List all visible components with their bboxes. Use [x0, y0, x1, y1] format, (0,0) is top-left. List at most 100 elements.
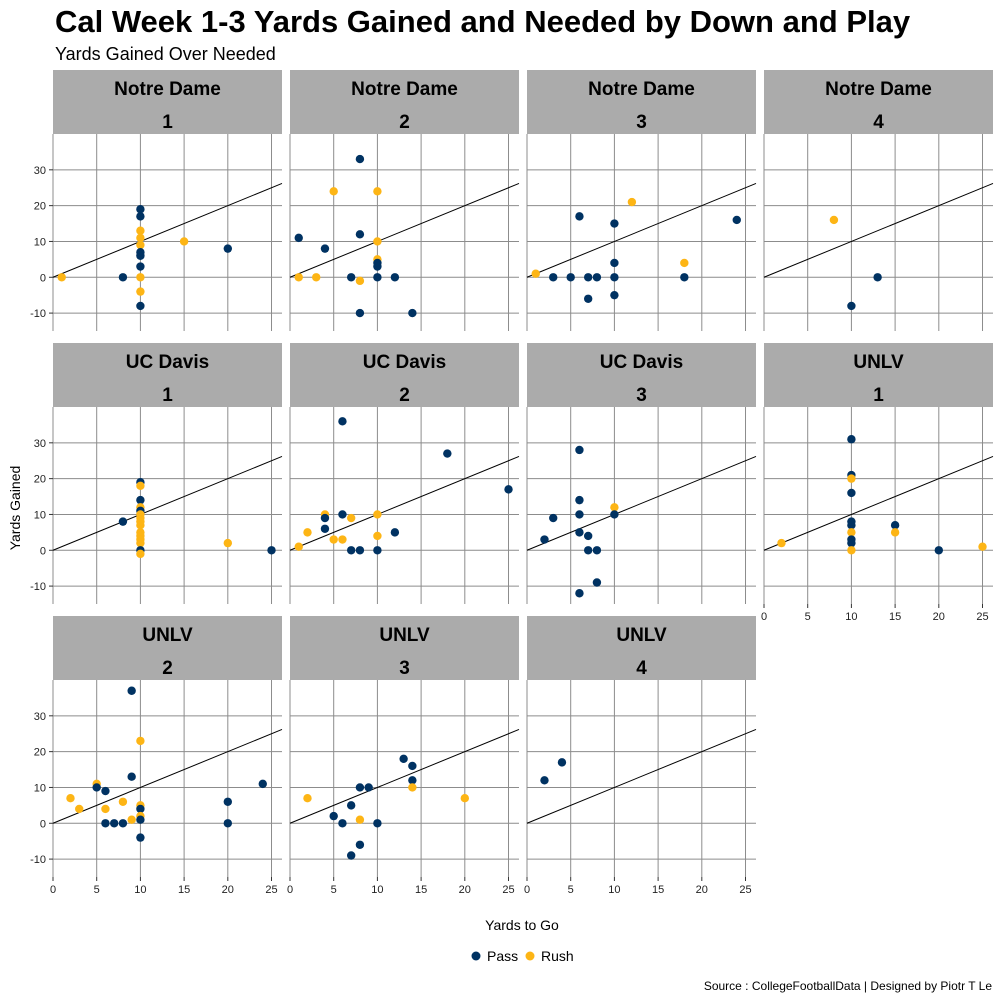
y-tick-label: 10	[34, 782, 46, 794]
y-tick-label: 10	[34, 236, 46, 248]
pass-point	[873, 273, 882, 282]
pass-point	[575, 495, 584, 505]
pass-point	[258, 779, 267, 789]
y-tick-label: -10	[30, 854, 46, 866]
pass-point	[294, 233, 303, 243]
chart-title: Cal Week 1-3 Yards Gained and Needed by …	[55, 4, 911, 39]
pass-point	[373, 262, 382, 271]
x-tick-label: 5	[568, 884, 574, 896]
rush-point	[136, 273, 145, 282]
facet-opponent-label: UC Davis	[363, 352, 446, 373]
pass-point	[610, 290, 619, 300]
pass-point	[540, 535, 549, 544]
rush-point	[136, 233, 145, 243]
pass-point	[408, 761, 417, 771]
pass-point	[847, 488, 856, 498]
x-tick-label: 25	[976, 611, 988, 623]
pass-point	[223, 819, 233, 828]
pass-point	[223, 244, 233, 253]
x-tick-label: 0	[50, 884, 56, 896]
legend-pass-key	[471, 951, 481, 961]
x-tick-label: 20	[222, 884, 234, 896]
facet-strip	[764, 343, 993, 407]
facet-opponent-label: UNLV	[142, 625, 193, 646]
pass-point	[118, 273, 128, 282]
pass-point	[223, 797, 233, 806]
source-caption: Source : CollegeFootballData | Designed …	[703, 979, 992, 993]
x-axis-title: Yards to Go	[485, 917, 559, 933]
pass-point	[408, 776, 417, 785]
rush-point	[329, 187, 338, 196]
facet-panel: UNLV 2 -10 0 10 20 30 0 5 10 15 20 25	[30, 616, 283, 896]
y-tick-label: 0	[40, 545, 46, 557]
facet-strip	[527, 616, 756, 680]
pass-point	[847, 435, 856, 444]
pass-point	[355, 308, 365, 318]
rush-point	[136, 287, 145, 296]
pass-point	[934, 546, 944, 555]
rush-point	[847, 546, 856, 555]
pass-point	[101, 819, 110, 828]
pass-point	[540, 776, 549, 785]
x-tick-label: 10	[371, 884, 383, 896]
pass-point	[566, 273, 575, 282]
rush-point	[223, 538, 233, 548]
facet-down-label: 3	[636, 112, 647, 133]
facet-panel: UC Davis 2	[289, 343, 520, 604]
facet-strip	[53, 616, 282, 680]
y-axis-title: Yards Gained	[7, 466, 23, 551]
pass-point	[346, 801, 356, 810]
facet-opponent-label: Notre Dame	[588, 79, 695, 100]
rush-point	[627, 197, 637, 207]
rush-point	[136, 521, 145, 530]
facet-strip	[290, 616, 519, 680]
x-tick-label: 10	[134, 884, 146, 896]
pass-point	[127, 686, 136, 695]
reference-line	[289, 455, 520, 551]
rush-point	[66, 794, 75, 803]
rush-point	[355, 815, 365, 824]
rush-point	[312, 273, 321, 282]
pass-point	[355, 783, 365, 792]
pass-point	[364, 783, 373, 792]
facet-strip	[527, 343, 756, 407]
facet-down-label: 3	[399, 658, 410, 679]
rush-point	[136, 549, 145, 559]
facet-panel: UC Davis 1 -10 0 10 20 30	[30, 343, 283, 604]
facet-strip	[290, 343, 519, 407]
x-tick-label: 0	[287, 884, 293, 896]
pass-point	[355, 154, 365, 164]
pass-point	[575, 212, 584, 221]
pass-point	[136, 212, 145, 221]
pass-point	[575, 510, 584, 519]
y-tick-label: 30	[34, 438, 46, 450]
x-tick-label: 20	[459, 884, 471, 896]
rush-point	[777, 538, 786, 548]
rush-point	[329, 535, 338, 544]
pass-point	[136, 815, 145, 824]
facet-strip	[527, 70, 756, 134]
rush-point	[57, 273, 66, 282]
x-tick-label: 0	[524, 884, 530, 896]
pass-point	[373, 819, 382, 828]
pass-point	[101, 786, 110, 796]
pass-point	[118, 819, 128, 828]
x-tick-label: 5	[94, 884, 100, 896]
facet-opponent-label: UNLV	[379, 625, 430, 646]
pass-point	[320, 513, 330, 523]
pass-point	[575, 445, 584, 455]
reference-line	[763, 455, 994, 551]
pass-point	[399, 754, 408, 763]
x-tick-label: 15	[415, 884, 427, 896]
pass-point	[346, 851, 356, 860]
pass-point	[346, 273, 356, 282]
reference-line	[763, 182, 994, 278]
pass-point	[592, 578, 602, 587]
facet-panel: UC Davis 3	[526, 343, 757, 604]
facet-down-label: 4	[636, 658, 647, 679]
pass-point	[136, 205, 145, 214]
pass-point	[320, 524, 330, 533]
legend: Pass Rush	[471, 948, 574, 964]
pass-point	[847, 538, 856, 548]
